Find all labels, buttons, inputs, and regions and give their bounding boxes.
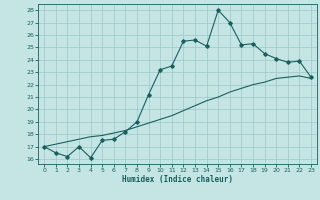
X-axis label: Humidex (Indice chaleur): Humidex (Indice chaleur)	[122, 175, 233, 184]
